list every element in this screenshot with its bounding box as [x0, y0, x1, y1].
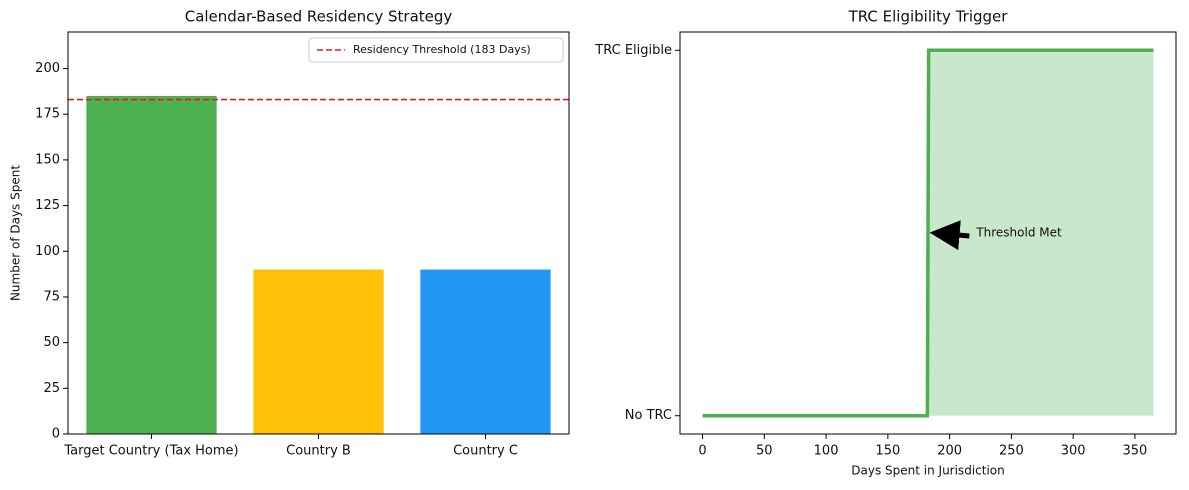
y-tick-label: TRC Eligible: [594, 43, 672, 58]
chart-title: TRC Eligibility Trigger: [848, 8, 1009, 26]
axes-frame: [679, 31, 1177, 435]
x-tick-label: 50: [756, 444, 773, 459]
line: [702, 48, 1154, 418]
x-tick-label: Target Country (Tax Home): [63, 444, 238, 459]
annotation-arrow: [929, 220, 970, 251]
x-tick-label: 350: [1123, 444, 1148, 459]
bar: [253, 269, 384, 434]
x-tick-label: 200: [937, 444, 962, 459]
chart-title: Calendar-Based Residency Strategy: [185, 8, 453, 26]
legend-label: Residency Threshold (183 Days): [353, 43, 531, 56]
bar: [86, 95, 217, 435]
axes-frame: [67, 31, 570, 435]
x-tick-label: 100: [814, 444, 839, 459]
y-tick-label: 175: [35, 107, 60, 122]
y-tick-label: 75: [43, 289, 60, 304]
y-tick-label: 125: [35, 198, 60, 213]
x-axis-label: Days Spent in Jurisdiction: [851, 464, 1004, 478]
y-tick-label: 150: [35, 152, 60, 167]
annotation-text: Threshold Met: [975, 226, 1062, 240]
y-axis-label: Number of Days Spent: [9, 165, 23, 301]
y-tick-label: 0: [52, 427, 60, 442]
y-tick-label: 100: [35, 244, 60, 259]
y-tick-label: 25: [43, 381, 60, 396]
x-tick-label: 250: [999, 444, 1024, 459]
y-tick-label: 50: [43, 335, 60, 350]
x-tick-label: 0: [698, 444, 706, 459]
y-tick-label: 200: [35, 61, 60, 76]
legend-box: [308, 37, 564, 63]
x-tick-label: Country C: [453, 444, 518, 459]
x-tick-label: Country B: [286, 444, 351, 459]
y-tick-label: No TRC: [625, 408, 672, 423]
bar: [420, 269, 551, 434]
x-tick-label: 300: [1061, 444, 1086, 459]
x-tick-label: 150: [875, 444, 900, 459]
